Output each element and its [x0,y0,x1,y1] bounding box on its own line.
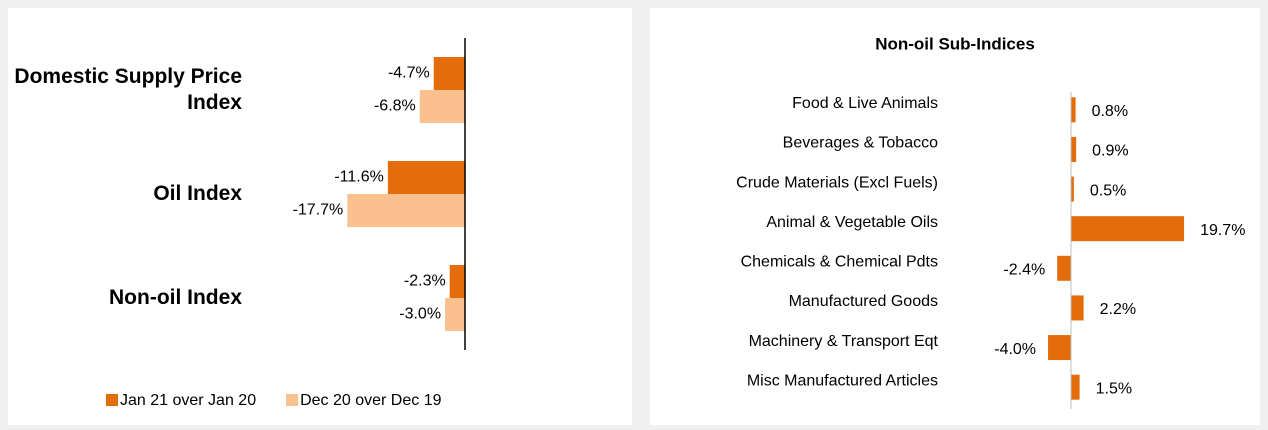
category-label: Oil Index [153,182,242,205]
category-label: Animal & Vegetable Oils [766,214,938,231]
bar [449,265,465,298]
bar [419,90,465,123]
bar [1071,97,1076,123]
value-label: 0.8% [1092,103,1128,120]
bar [1071,136,1077,162]
legend-label: Dec 20 over Dec 19 [300,392,442,409]
category-label: Food & Live Animals [792,95,938,112]
legend-label: Jan 21 over Jan 20 [120,392,256,409]
category-label: Machinery & Transport Eqt [749,333,939,350]
bar [1048,335,1071,361]
bar [1071,216,1185,242]
category-label: Manufactured Goods [789,293,938,310]
legend-swatch [106,394,118,406]
value-label: -3.0% [399,306,441,323]
bar [1071,374,1080,400]
category-label: Chemicals & Chemical Pdts [741,254,938,271]
category-label: Crude Materials (Excl Fuels) [736,174,938,191]
value-label: 0.5% [1090,182,1126,199]
bar [1057,255,1071,281]
value-label: -2.4% [1003,262,1045,279]
category-label: Beverages & Tobacco [783,135,938,152]
value-label: -11.6% [334,169,384,186]
chart-title: Non-oil Sub-Indices [875,34,1035,53]
bar [1071,295,1084,321]
value-label: 19.7% [1200,222,1245,239]
left-panel [8,8,632,425]
value-label: -2.3% [404,273,446,290]
value-label: -4.0% [994,341,1036,358]
category-label: Domestic Supply Price Index [14,65,242,114]
value-label: 2.2% [1100,301,1136,318]
value-label: 1.5% [1096,380,1132,397]
category-label: Non-oil Index [109,286,242,309]
bar [1071,176,1074,202]
bar [445,298,465,331]
category-label: Misc Manufactured Articles [747,372,938,389]
value-label: 0.9% [1092,143,1128,160]
value-label: -4.7% [388,65,430,82]
bar [387,161,465,194]
value-label: -6.8% [374,98,416,115]
bar [347,194,465,227]
bar [433,57,465,90]
value-label: -17.7% [293,202,344,219]
legend-swatch [286,394,299,406]
